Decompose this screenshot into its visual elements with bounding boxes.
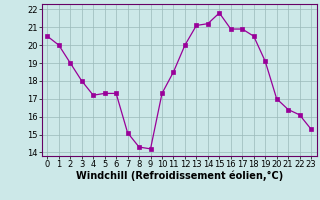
- X-axis label: Windchill (Refroidissement éolien,°C): Windchill (Refroidissement éolien,°C): [76, 171, 283, 181]
